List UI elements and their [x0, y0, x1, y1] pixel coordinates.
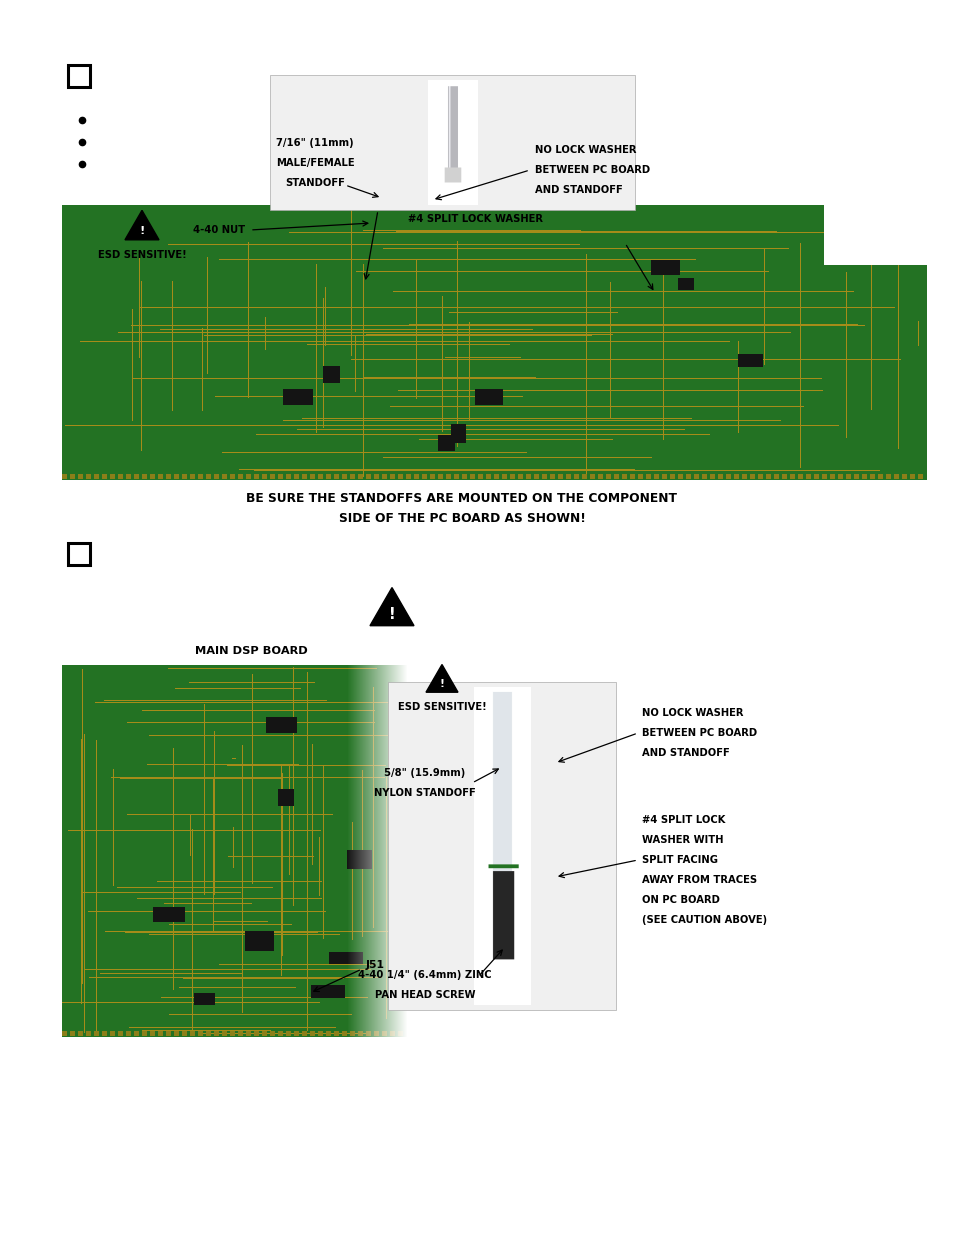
Text: !: ! — [388, 608, 395, 622]
Text: ESD SENSITIVE!: ESD SENSITIVE! — [97, 249, 186, 261]
FancyBboxPatch shape — [388, 682, 616, 1010]
Text: MAIN DSP BOARD: MAIN DSP BOARD — [194, 646, 308, 656]
Text: NO LOCK WASHER: NO LOCK WASHER — [535, 144, 636, 156]
Text: SPLIT FACING: SPLIT FACING — [641, 855, 718, 864]
Text: SIDE OF THE PC BOARD AS SHOWN!: SIDE OF THE PC BOARD AS SHOWN! — [338, 511, 585, 525]
Text: 5/8" (15.9mm): 5/8" (15.9mm) — [384, 768, 465, 778]
FancyBboxPatch shape — [270, 75, 635, 210]
Bar — [68, 65, 90, 86]
Text: STANDOFF: STANDOFF — [285, 178, 345, 188]
Text: NYLON STANDOFF: NYLON STANDOFF — [374, 788, 476, 798]
Text: BETWEEN PC BOARD: BETWEEN PC BOARD — [535, 165, 649, 175]
Text: AND STANDOFF: AND STANDOFF — [641, 748, 729, 758]
Text: AND STANDOFF: AND STANDOFF — [535, 185, 622, 195]
Text: WASHER WITH: WASHER WITH — [641, 835, 722, 845]
Text: AWAY FROM TRACES: AWAY FROM TRACES — [641, 876, 757, 885]
Text: PAN HEAD SCREW: PAN HEAD SCREW — [375, 990, 475, 1000]
Text: J51: J51 — [365, 960, 384, 969]
Text: 4-40 1/4" (6.4mm) ZINC: 4-40 1/4" (6.4mm) ZINC — [357, 969, 492, 981]
Text: BETWEEN PC BOARD: BETWEEN PC BOARD — [641, 727, 757, 739]
Text: #4 SPLIT LOCK: #4 SPLIT LOCK — [641, 815, 724, 825]
Text: ON PC BOARD: ON PC BOARD — [641, 895, 720, 905]
Text: 7/16" (11mm): 7/16" (11mm) — [276, 138, 354, 148]
Text: (SEE CAUTION ABOVE): (SEE CAUTION ABOVE) — [641, 915, 766, 925]
Text: !: ! — [139, 226, 145, 236]
Text: NO LOCK WASHER: NO LOCK WASHER — [641, 708, 742, 718]
Polygon shape — [125, 210, 159, 240]
Text: ESD SENSITIVE!: ESD SENSITIVE! — [397, 701, 486, 713]
Text: BE SURE THE STANDOFFS ARE MOUNTED ON THE COMPONENT: BE SURE THE STANDOFFS ARE MOUNTED ON THE… — [246, 492, 677, 505]
Bar — [68, 543, 90, 564]
Text: !: ! — [439, 679, 444, 689]
Text: MALE/FEMALE: MALE/FEMALE — [275, 158, 354, 168]
Polygon shape — [370, 588, 414, 626]
Polygon shape — [426, 664, 457, 693]
Text: 4-40 NUT: 4-40 NUT — [193, 225, 245, 235]
Text: #4 SPLIT LOCK WASHER: #4 SPLIT LOCK WASHER — [408, 214, 542, 224]
